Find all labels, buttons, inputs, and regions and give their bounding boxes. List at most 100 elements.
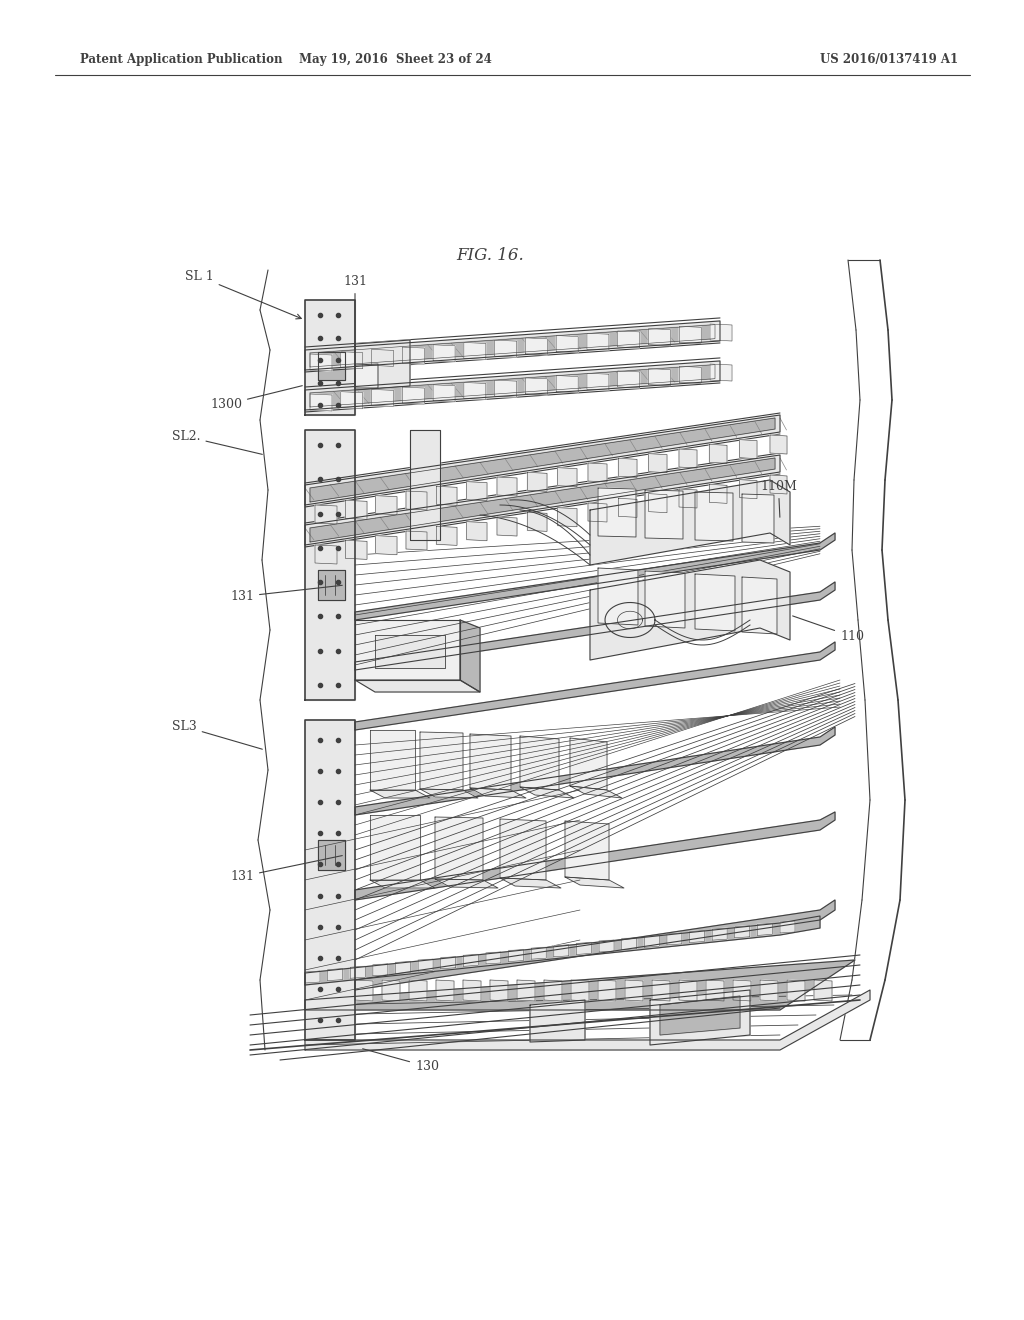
Polygon shape (689, 931, 705, 942)
Text: 110M: 110M (760, 480, 797, 517)
Polygon shape (556, 375, 579, 392)
Polygon shape (577, 942, 592, 954)
Polygon shape (760, 979, 778, 1001)
Polygon shape (406, 491, 427, 510)
Polygon shape (463, 954, 478, 966)
Text: 110: 110 (793, 616, 864, 643)
Polygon shape (617, 371, 640, 388)
Polygon shape (660, 997, 740, 1035)
Polygon shape (500, 818, 546, 880)
Polygon shape (355, 727, 835, 814)
Polygon shape (464, 342, 485, 359)
Polygon shape (780, 921, 795, 933)
Text: May 19, 2016  Sheet 23 of 24: May 19, 2016 Sheet 23 of 24 (299, 54, 492, 66)
Text: SL 1: SL 1 (185, 271, 301, 319)
Polygon shape (310, 458, 775, 543)
Polygon shape (598, 568, 638, 624)
Polygon shape (315, 506, 337, 524)
Polygon shape (305, 719, 355, 1040)
Polygon shape (420, 789, 478, 799)
Polygon shape (695, 492, 733, 541)
Polygon shape (679, 326, 701, 343)
Polygon shape (355, 620, 460, 680)
Polygon shape (618, 499, 637, 517)
Polygon shape (645, 490, 683, 539)
Polygon shape (305, 414, 780, 506)
Polygon shape (679, 488, 697, 508)
Polygon shape (370, 789, 430, 799)
Polygon shape (355, 812, 835, 900)
Polygon shape (558, 467, 577, 487)
Polygon shape (355, 533, 835, 620)
Polygon shape (733, 979, 751, 1001)
Polygon shape (645, 572, 685, 628)
Polygon shape (435, 817, 483, 880)
Polygon shape (486, 952, 501, 964)
Polygon shape (556, 335, 579, 352)
Polygon shape (648, 454, 667, 473)
Polygon shape (372, 350, 393, 367)
Polygon shape (370, 730, 415, 789)
Polygon shape (787, 979, 805, 1001)
Polygon shape (341, 392, 362, 409)
Polygon shape (355, 364, 378, 388)
Text: US 2016/0137419 A1: US 2016/0137419 A1 (820, 54, 958, 66)
Polygon shape (598, 488, 636, 537)
Polygon shape (558, 508, 577, 527)
Polygon shape (341, 351, 362, 368)
Polygon shape (305, 321, 720, 370)
Polygon shape (310, 364, 715, 407)
Polygon shape (500, 878, 561, 888)
Polygon shape (625, 979, 643, 1001)
Polygon shape (370, 880, 435, 888)
Polygon shape (770, 475, 787, 494)
Polygon shape (598, 979, 616, 1001)
Polygon shape (648, 329, 671, 346)
Polygon shape (406, 531, 427, 550)
Polygon shape (544, 979, 562, 1001)
Polygon shape (770, 436, 787, 454)
Text: Patent Application Publication: Patent Application Publication (80, 54, 283, 66)
Polygon shape (679, 367, 701, 383)
Polygon shape (402, 387, 424, 404)
Polygon shape (305, 455, 780, 545)
Polygon shape (318, 352, 345, 380)
Polygon shape (497, 477, 517, 496)
Polygon shape (376, 536, 397, 554)
Polygon shape (460, 620, 480, 692)
Polygon shape (436, 527, 457, 545)
Polygon shape (739, 440, 757, 458)
Polygon shape (410, 430, 440, 540)
Polygon shape (679, 449, 697, 469)
Polygon shape (305, 972, 319, 983)
Polygon shape (570, 738, 607, 789)
Polygon shape (310, 325, 715, 367)
Polygon shape (395, 961, 411, 973)
Polygon shape (355, 979, 373, 1001)
Polygon shape (587, 333, 609, 350)
Polygon shape (436, 979, 454, 1001)
Polygon shape (644, 936, 659, 948)
Polygon shape (527, 512, 547, 532)
Polygon shape (742, 494, 774, 543)
Polygon shape (355, 642, 835, 730)
Polygon shape (570, 785, 622, 799)
Polygon shape (350, 966, 366, 978)
Polygon shape (758, 924, 772, 936)
Polygon shape (375, 635, 445, 668)
Polygon shape (467, 482, 487, 500)
Polygon shape (710, 364, 732, 381)
Polygon shape (742, 577, 777, 634)
Polygon shape (382, 979, 400, 1001)
Polygon shape (305, 960, 855, 1010)
Polygon shape (587, 374, 609, 391)
Polygon shape (710, 323, 732, 341)
Polygon shape (305, 990, 870, 1049)
Text: 1300: 1300 (210, 385, 302, 411)
Polygon shape (402, 347, 424, 364)
Polygon shape (495, 341, 517, 358)
Polygon shape (305, 300, 355, 414)
Polygon shape (599, 940, 614, 952)
Polygon shape (436, 486, 457, 506)
Polygon shape (531, 948, 546, 960)
